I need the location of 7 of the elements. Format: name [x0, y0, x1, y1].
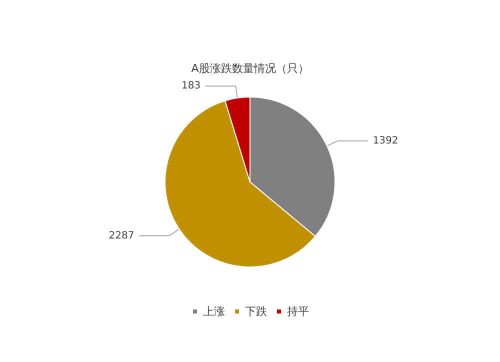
- data-label: 1392: [372, 135, 398, 146]
- legend-label: 持平: [287, 305, 309, 318]
- chart-title: A股涨跌数量情况（只）: [191, 62, 309, 75]
- legend-label: 上涨: [203, 305, 225, 318]
- legend-label: 下跌: [245, 305, 267, 318]
- data-label: 183: [182, 80, 201, 92]
- data-label: 2287: [108, 230, 134, 242]
